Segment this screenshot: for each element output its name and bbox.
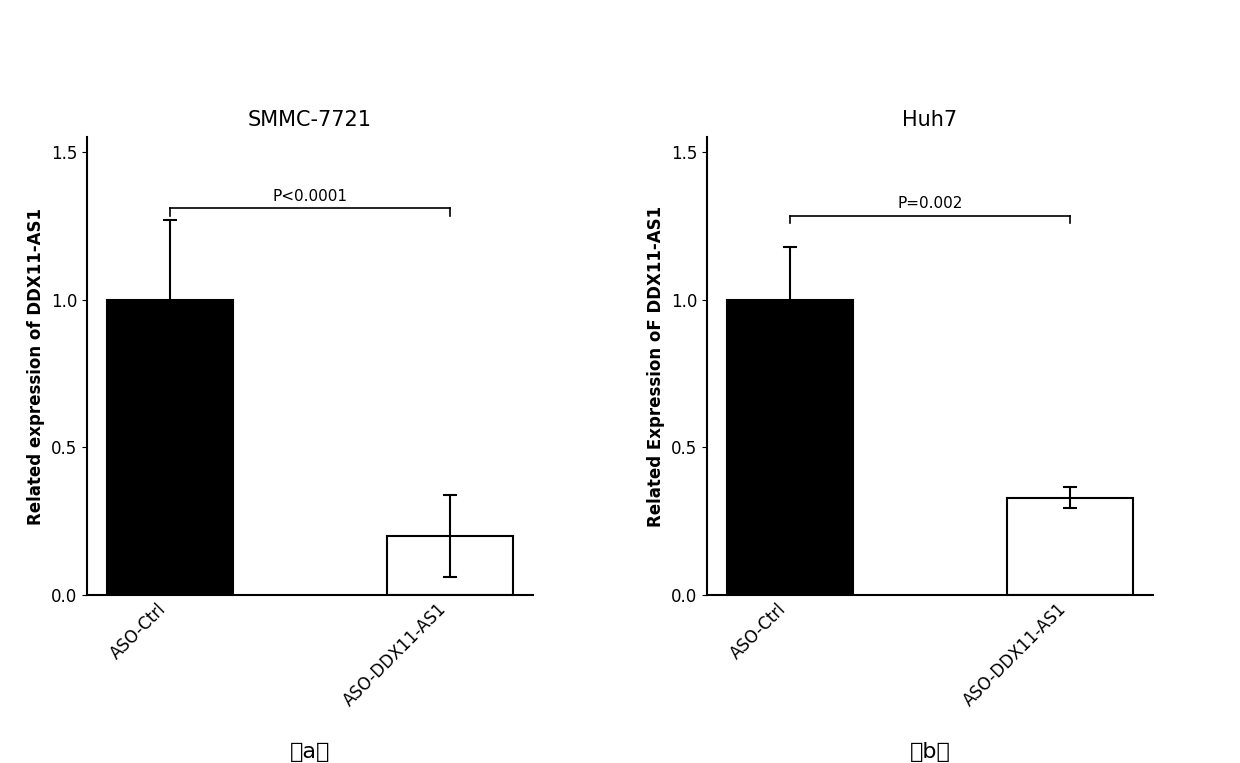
Title: SMMC-7721: SMMC-7721: [248, 110, 372, 130]
Bar: [387, 536, 513, 595]
Text: （a）: （a）: [290, 742, 330, 761]
Y-axis label: Related expression of DDX11-AS1: Related expression of DDX11-AS1: [27, 208, 45, 525]
Text: P=0.002: P=0.002: [898, 196, 962, 211]
Bar: [1007, 497, 1133, 595]
Title: Huh7: Huh7: [903, 110, 957, 130]
Text: （b）: （b）: [910, 742, 950, 761]
Bar: [727, 300, 853, 595]
Text: P<0.0001: P<0.0001: [273, 188, 347, 204]
Y-axis label: Related Expression oF DDX11-AS1: Related Expression oF DDX11-AS1: [647, 206, 665, 526]
Bar: [107, 300, 233, 595]
